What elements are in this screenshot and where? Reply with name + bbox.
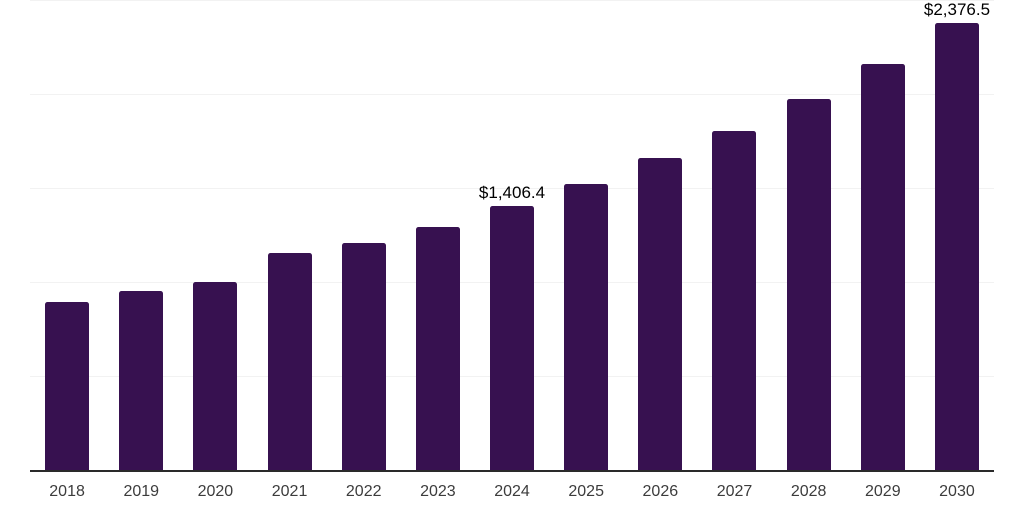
x-tick-2026: 2026 [642,483,679,500]
bar-column-2019 [104,0,178,470]
bar-column-2024: $1,406.4 [475,0,549,470]
bar-column-2029 [846,0,920,470]
bar-column-2028 [772,0,846,470]
x-tick-2018: 2018 [49,483,85,500]
bar-column-2030: $2,376.5 [920,0,994,470]
bar-2021 [267,253,312,470]
x-tick-2025: 2025 [568,483,604,500]
bar-2018 [45,301,90,470]
bar-column-2025 [549,0,623,470]
gridline-1500 [30,188,994,189]
x-axis-labels: 2018 2019 2020 2021 2022 2023 2024 2025 2026 2027… [30,472,994,512]
bar-2019 [119,291,164,470]
x-tick-2030: 2030 [939,483,975,500]
bar-2020 [193,282,238,470]
bar-2026 [638,157,683,470]
bar-column-2023 [401,0,475,470]
x-axis-line [30,470,994,472]
x-tick-2028: 2028 [790,483,827,500]
bar-column-2027 [697,0,771,470]
bar-2028 [786,99,831,470]
bar-column-2020 [178,0,252,470]
bar-column-2022 [327,0,401,470]
gridline-2500 [30,0,994,1]
bar-2029 [860,63,905,470]
data-label-2024: $1,406.4 [478,182,546,202]
bar-column-2018 [30,0,104,470]
data-label-2030: $2,376.5 [923,0,991,20]
x-tick-2021: 2021 [271,483,308,500]
gridline-2000 [30,94,994,95]
x-tick-2029: 2029 [865,483,901,500]
x-tick-2022: 2022 [345,483,382,500]
bar-2024 [490,205,535,470]
bar-column-2026 [623,0,697,470]
bar-2022 [341,243,386,470]
x-tick-2024: 2024 [494,483,530,500]
bar-2027 [712,131,757,470]
x-tick-2023: 2023 [420,483,456,500]
plot-area: $1,406.4 $2,376.5 [30,0,994,470]
x-tick-2019: 2019 [123,483,160,500]
bar-2025 [564,184,609,470]
bar-2023 [415,226,460,470]
bar-column-2021 [252,0,326,470]
bar-2030 [934,23,979,470]
x-tick-2027: 2027 [716,483,753,500]
x-tick-2020: 2020 [197,483,234,500]
